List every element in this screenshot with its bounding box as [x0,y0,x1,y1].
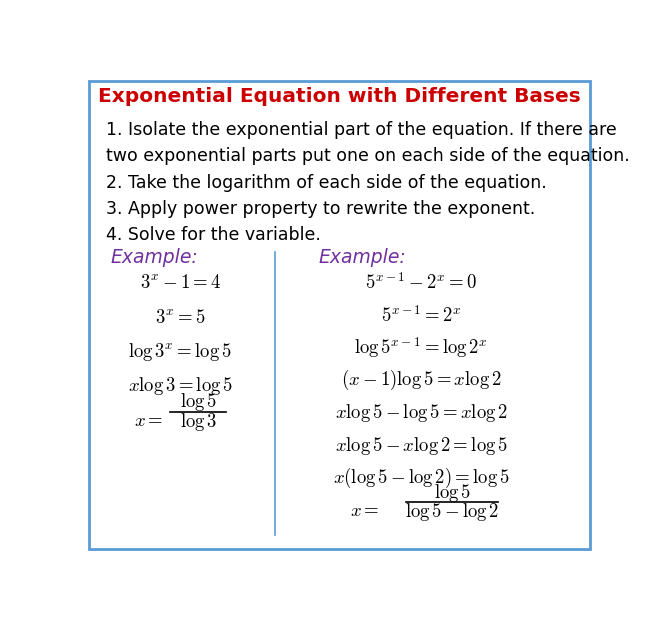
Text: 4. Solve for the variable.: 4. Solve for the variable. [106,227,320,244]
Text: 3. Apply power property to rewrite the exponent.: 3. Apply power property to rewrite the e… [106,200,535,218]
Text: $x\log 3 = \log 5$: $x\log 3 = \log 5$ [128,375,233,397]
Text: Example:: Example: [319,247,406,267]
Text: $(x-1)\log 5 = x\log 2$: $(x-1)\log 5 = x\log 2$ [341,368,502,392]
Text: two exponential parts put one on each side of the equation.: two exponential parts put one on each si… [106,147,630,165]
FancyBboxPatch shape [89,80,590,549]
Text: $x\log 5 - \log 5 = x\log 2$: $x\log 5 - \log 5 = x\log 2$ [335,402,508,424]
Text: $\log 5 - \log 2$: $\log 5 - \log 2$ [405,502,499,523]
Text: 2. Take the logarithm of each side of the equation.: 2. Take the logarithm of each side of th… [106,174,547,192]
Text: $x =$: $x =$ [350,502,379,520]
Text: $x(\log 5 - \log 2) = \log 5$: $x(\log 5 - \log 2) = \log 5$ [333,466,510,490]
Text: $3^x = 5$: $3^x = 5$ [155,308,205,326]
Text: $\log 5$: $\log 5$ [179,391,216,414]
Text: $5^{x-1} = 2^x$: $5^{x-1} = 2^x$ [381,305,461,326]
Text: $\log 5^{x-1} = \log 2^x$: $\log 5^{x-1} = \log 2^x$ [354,335,489,360]
Text: $\log 3$: $\log 3$ [179,411,216,433]
Text: $x\log 5 - x\log 2 = \log 5$: $x\log 5 - x\log 2 = \log 5$ [335,435,508,457]
Text: 1. Isolate the exponential part of the equation. If there are: 1. Isolate the exponential part of the e… [106,121,616,139]
Text: $x =$: $x =$ [134,411,164,430]
Text: $5^{x-1} - 2^x = 0$: $5^{x-1} - 2^x = 0$ [365,272,477,293]
Text: Exponential Equation with Different Bases: Exponential Equation with Different Base… [98,87,581,106]
Text: $\log 5$: $\log 5$ [434,482,471,503]
Text: $\log 3^x = \log 5$: $\log 3^x = \log 5$ [128,341,232,363]
Text: $3^x - 1 = 4$: $3^x - 1 = 4$ [140,273,221,292]
Text: Example:: Example: [111,247,199,267]
